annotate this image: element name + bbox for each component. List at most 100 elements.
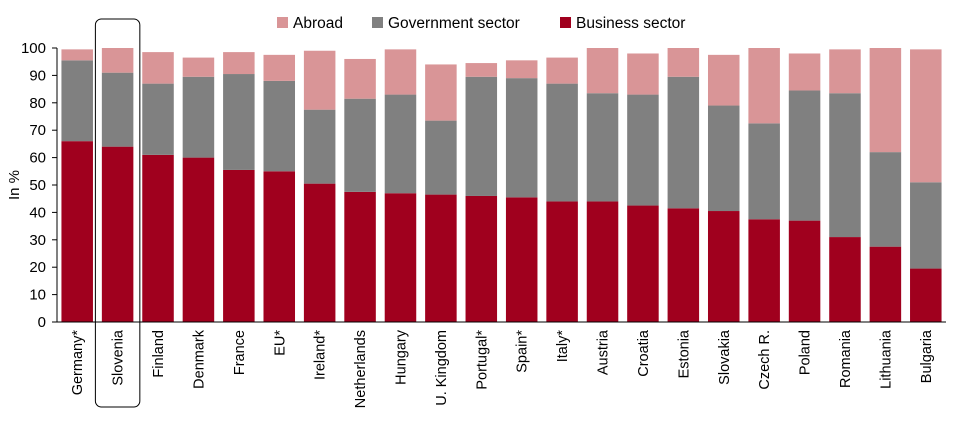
y-axis-label: In % [6,170,23,200]
bar-segment-government-sector [344,98,376,192]
bar-segment-government-sector [263,80,296,172]
legend-swatch [560,17,571,28]
bar-segment-government-sector [61,60,93,142]
bar-group [61,49,93,322]
bar-segment-abroad [788,53,821,91]
bar-group [344,58,376,322]
bar-segment-business-sector [263,171,296,322]
x-tick-label: Croatia [636,329,652,377]
bar-segment-business-sector [546,201,578,322]
legend: Abroad Government sector Business sector [277,15,685,32]
y-axis: 0 10 20 30 40 50 60 70 80 90 100 [21,40,58,331]
bar-segment-business-sector [61,141,93,322]
bar-segment-business-sector [465,195,498,322]
bar-segment-government-sector [465,76,498,196]
bar-segment-abroad [546,57,578,84]
bar-segment-business-sector [425,194,457,322]
bar-group [303,50,336,322]
bar-segment-government-sector [667,76,700,209]
bar-segment-business-sector [182,157,215,322]
x-tick-label: Portugal* [474,330,490,390]
y-tick-label: 10 [29,287,46,304]
legend-label: Business sector [576,15,685,32]
bar-segment-business-sector [627,205,659,322]
bar-segment-abroad [505,60,538,79]
x-axis: Germany* Slovenia Finland Denmark France EU* I… [57,321,946,408]
bar-group [748,48,780,322]
y-tick-label: 40 [29,204,46,221]
legend-label: Government sector [388,15,520,32]
bar-segment-abroad [223,52,255,75]
bar-segment-government-sector [869,152,902,247]
bar-group [788,53,821,322]
bar-group [546,57,578,322]
x-tick-label: Romania [838,329,854,388]
bar-segment-abroad [384,49,417,95]
bar-group [829,49,861,322]
bar-segment-business-sector [748,219,780,322]
bar-segment-business-sector [384,193,417,322]
x-tick-label: Netherlands [353,330,369,408]
x-tick-label: Austria [596,329,612,375]
bar-segment-abroad [182,57,215,77]
bar-segment-business-sector [223,169,255,322]
y-tick-label: 30 [29,232,46,249]
bar-segment-government-sector [384,94,417,194]
bar-segment-abroad [707,54,740,106]
bar-segment-government-sector [829,93,861,238]
bar-segment-government-sector [546,83,578,202]
y-tick-label: 70 [29,122,46,139]
x-tick-label: Italy* [555,330,571,363]
bar-segment-business-sector [788,220,821,322]
bar-segment-abroad [142,52,174,84]
bar-group [384,49,417,322]
x-tick-label: Hungary [393,329,409,385]
bar-group [505,60,538,322]
bar-segment-government-sector [223,74,255,170]
bar-segment-government-sector [101,72,134,147]
x-tick-label: Slovenia [111,329,127,386]
bar-segment-abroad [425,64,457,121]
bar-group [465,63,498,322]
x-tick-label: Denmark [191,329,207,389]
bar-segment-business-sector [101,146,134,322]
y-tick-label: 90 [29,67,46,84]
x-tick-label: Ireland* [313,330,329,380]
x-tick-label: Czech R. [757,330,773,390]
bar-segment-government-sector [425,120,457,195]
bar-segment-business-sector [707,211,740,322]
bar-group [667,48,700,322]
bar-group [101,48,134,322]
bar-segment-business-sector [142,154,174,322]
bar-segment-business-sector [505,197,538,322]
bar-segment-abroad [61,49,93,61]
bar-segment-abroad [869,48,902,153]
legend-label: Abroad [293,15,343,32]
bar-segment-abroad [303,50,336,110]
y-tick-label: 50 [29,177,46,194]
bar-group [707,54,740,322]
x-tick-label: Spain* [515,330,531,373]
bar-segment-business-sector [303,183,336,322]
bar-segment-government-sector [627,94,659,206]
bar-segment-government-sector [142,83,174,155]
bar-segment-government-sector [910,182,942,269]
bar-segment-abroad [627,53,659,95]
bar-group [425,64,457,322]
bar-group [586,48,619,322]
bar-segment-government-sector [586,93,619,202]
bar-group [223,52,255,322]
bar-segment-abroad [586,48,619,94]
x-tick-label: U. Kingdom [434,330,450,406]
y-tick-label: 60 [29,150,46,167]
x-tick-label: Bulgaria [919,329,935,383]
bar-segment-abroad [344,58,376,99]
bar-segment-government-sector [505,78,538,198]
highlight-box [94,18,141,408]
x-tick-label: EU* [272,330,288,356]
bar-segment-government-sector [788,90,821,221]
bar-segment-abroad [667,48,700,77]
bar-segment-business-sector [667,208,700,322]
x-tick-label: Finland [151,330,167,378]
bar-segment-business-sector [869,246,902,322]
